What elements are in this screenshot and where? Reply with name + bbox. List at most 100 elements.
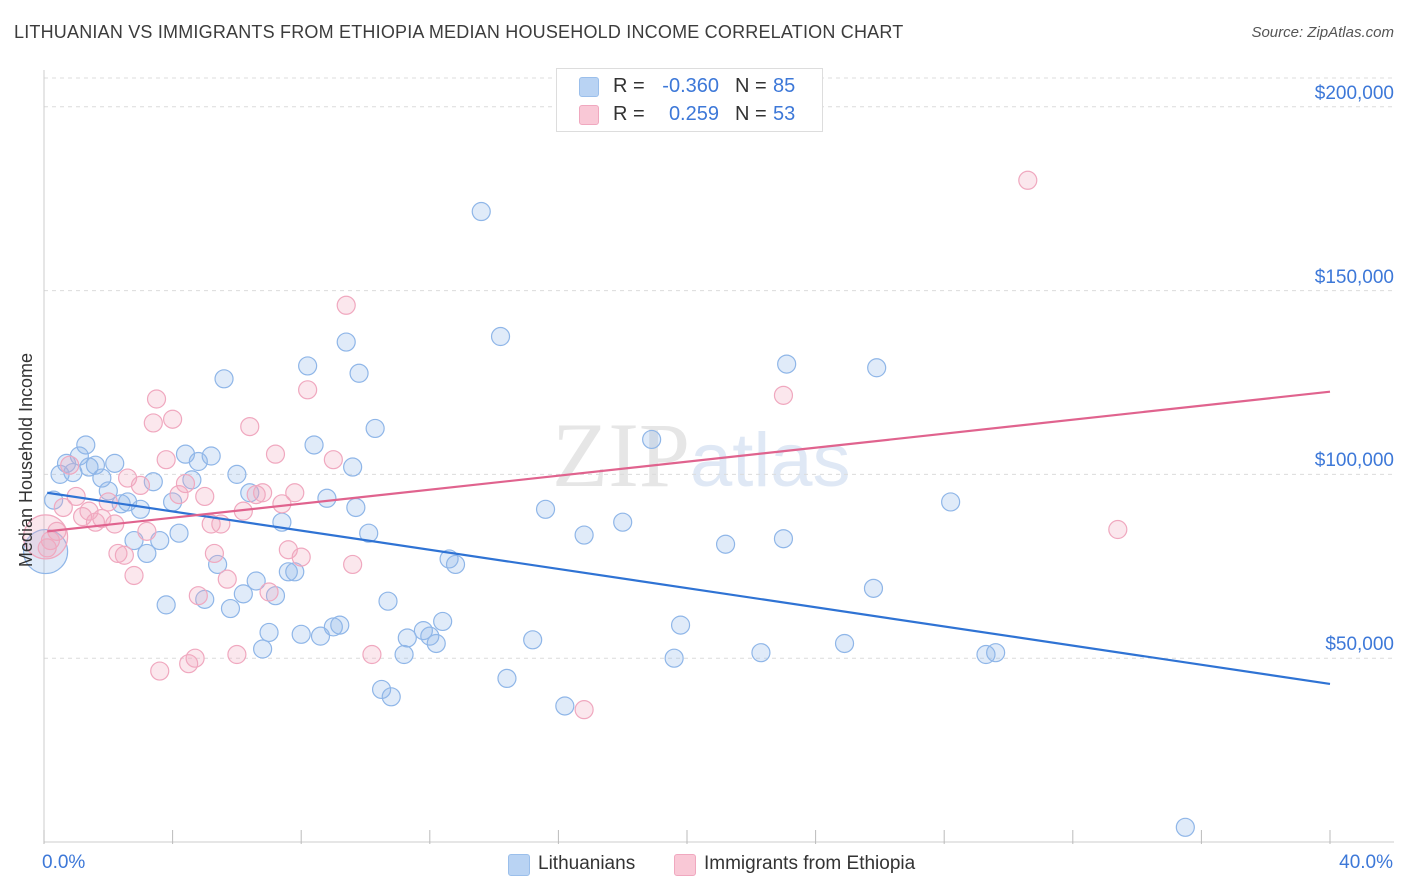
legend-n-value-lithuanians: 85 [773, 75, 796, 97]
x-tick-label-max: 40.0% [1339, 852, 1393, 873]
y-axis-label: Median Household Income [16, 352, 36, 568]
point-1-17 [143, 413, 163, 433]
y-tick-label-1: $100,000 [1314, 450, 1394, 472]
point-0-63 [471, 201, 491, 222]
point-1-18 [146, 389, 167, 409]
legend-n-label: N = [735, 103, 767, 125]
legend-n-label: N = [735, 75, 767, 97]
point-0-56 [397, 628, 417, 648]
point-0-67 [535, 499, 556, 519]
point-1-49 [773, 385, 794, 405]
point-0-28 [220, 598, 241, 619]
point-0-46 [336, 332, 356, 352]
point-0-51 [365, 418, 385, 439]
point-1-47 [362, 644, 382, 665]
point-0-78 [834, 633, 855, 654]
point-0-74 [715, 534, 736, 554]
point-1-22 [169, 485, 189, 505]
point-1-36 [253, 483, 273, 503]
point-1-11 [108, 543, 128, 564]
point-0-0 [44, 490, 64, 510]
point-1-31 [217, 569, 237, 589]
point-1-38 [265, 444, 286, 464]
chart-source: Source: ZipAtlas.com [1251, 24, 1394, 41]
point-0-62 [445, 554, 466, 575]
legend-swatch-ethiopia [579, 105, 599, 125]
point-1-12 [114, 545, 134, 565]
stats-legend: R = -0.360 N = 85 R = 0.259 N = 53 [556, 68, 823, 132]
point-0-35 [265, 586, 286, 606]
point-0-79 [863, 578, 884, 598]
point-1-29 [204, 543, 224, 564]
point-0-81 [941, 492, 961, 512]
point-0-83 [986, 643, 1006, 663]
axes [43, 70, 1394, 844]
x-tick-label-min: 0.0% [42, 852, 86, 873]
series-legend-label-ethiopia: Immigrants from Ethiopia [704, 853, 916, 874]
point-0-44 [323, 617, 343, 637]
point-0-52 [371, 679, 392, 700]
point-0-50 [359, 523, 379, 543]
point-0-68 [555, 696, 575, 716]
point-1-32 [227, 644, 247, 665]
point-0-37 [278, 562, 298, 582]
point-0-10 [105, 453, 125, 473]
point-0-75 [751, 643, 771, 663]
grid [44, 77, 1394, 659]
point-0-72 [664, 648, 684, 668]
point-0-9 [98, 481, 118, 501]
point-0-73 [670, 615, 691, 635]
point-0-22 [182, 470, 202, 490]
point-1-23 [175, 473, 196, 494]
y-tick-label-0: $50,000 [1325, 634, 1394, 656]
watermark-zip: ZIP [552, 404, 690, 506]
point-1-25 [185, 648, 205, 668]
point-0-54 [381, 687, 401, 707]
point-1-51 [1108, 519, 1128, 540]
point-0-40 [298, 356, 318, 376]
point-0-53 [378, 591, 398, 611]
point-1-42 [291, 547, 311, 567]
point-0-39 [291, 624, 311, 644]
point-0-45 [330, 615, 350, 635]
trend-lines [47, 390, 1331, 686]
point-1-28 [201, 514, 221, 534]
series-points-0 [44, 201, 1195, 837]
point-0-64 [490, 326, 511, 347]
legend-r-label: R = [613, 103, 645, 125]
point-0-71 [642, 429, 662, 450]
point-0-69 [574, 525, 594, 545]
point-0-59 [426, 633, 446, 654]
point-0-20 [169, 523, 189, 543]
point-0-70 [613, 512, 633, 532]
point-1-16 [137, 521, 157, 541]
series-points-1 [37, 170, 1128, 720]
point-0-47 [343, 457, 363, 477]
point-0-29 [227, 464, 247, 484]
point-1-34 [240, 416, 260, 437]
point-0-76 [773, 529, 794, 549]
point-1-21 [163, 409, 183, 429]
point-0-66 [523, 630, 543, 650]
point-0-24 [195, 589, 215, 609]
point-0-30 [233, 584, 253, 604]
point-0-80 [867, 358, 887, 378]
point-0-65 [497, 668, 517, 689]
point-1-44 [323, 450, 343, 470]
y-tick-label-2: $150,000 [1314, 266, 1394, 288]
point-0-55 [394, 644, 414, 665]
legend-r-value-lithuanians: -0.360 [662, 75, 719, 97]
point-1-45 [336, 295, 356, 315]
point-1-43 [298, 380, 318, 400]
y-tick-label-3: $200,000 [1314, 82, 1394, 104]
point-0-16 [143, 472, 163, 492]
point-0-43 [317, 488, 337, 508]
legend-r-label: R = [613, 75, 645, 97]
point-0-18 [156, 595, 176, 615]
point-1-27 [195, 486, 215, 507]
point-1-20 [156, 450, 176, 470]
point-0-77 [777, 354, 797, 374]
series-legend-swatch-ethiopia [674, 854, 696, 876]
point-0-27 [214, 369, 234, 389]
